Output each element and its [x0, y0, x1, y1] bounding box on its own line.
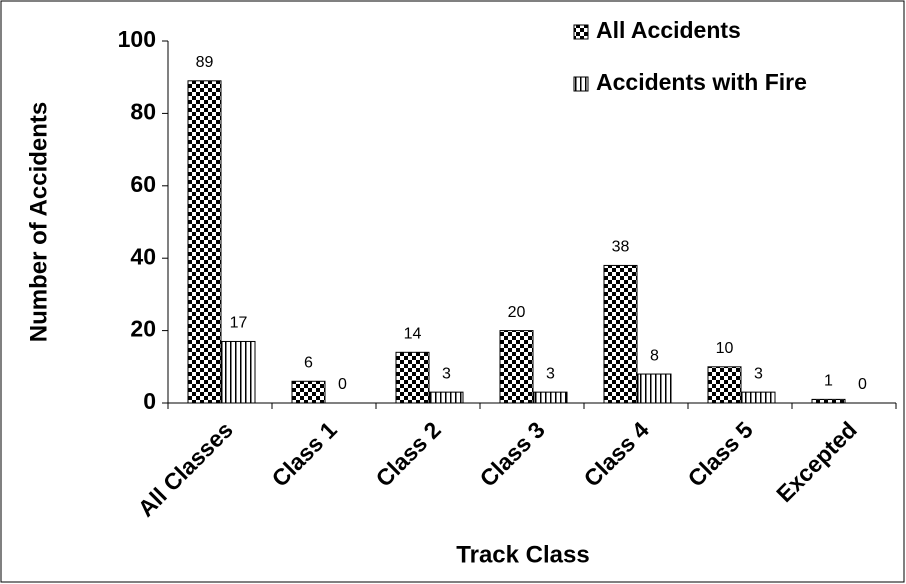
legend-label: Accidents with Fire — [596, 69, 807, 95]
value-label: 38 — [612, 239, 630, 256]
y-tick-label: 100 — [118, 26, 156, 52]
legend-label: All Accidents — [596, 17, 741, 43]
bar — [533, 391, 568, 404]
bar — [603, 264, 638, 404]
bar — [637, 373, 672, 404]
x-tick-label: Class 3 — [474, 416, 549, 491]
legend-swatch — [573, 76, 589, 92]
value-label: 20 — [508, 304, 526, 321]
value-label: 17 — [230, 315, 248, 332]
bar — [499, 330, 534, 404]
y-tick-label: 40 — [130, 243, 156, 269]
bar — [187, 80, 222, 404]
x-tick-label: Class 1 — [266, 416, 341, 491]
value-label: 10 — [716, 340, 734, 357]
x-tick-label: Excepted — [771, 416, 862, 507]
bar — [741, 391, 776, 404]
x-axis-title: Track Class — [456, 541, 589, 568]
x-tick-label: Class 4 — [578, 416, 653, 491]
x-tick-label: Class 5 — [682, 416, 757, 491]
bar — [811, 398, 846, 404]
value-label: 1 — [824, 373, 833, 390]
value-label: 0 — [338, 376, 347, 393]
y-axis-title: Number of Accidents — [25, 102, 52, 342]
value-label: 8 — [650, 347, 659, 364]
value-label: 3 — [754, 365, 763, 382]
value-label: 0 — [858, 376, 867, 393]
y-tick-label: 60 — [130, 171, 156, 197]
value-label: 3 — [442, 365, 451, 382]
x-tick-label: All Classes — [133, 416, 238, 521]
y-tick-label: 20 — [130, 316, 156, 342]
bar — [221, 340, 256, 404]
x-tick-label: Class 2 — [370, 416, 445, 491]
bar — [291, 380, 326, 404]
value-label: 89 — [196, 54, 214, 71]
y-tick-label: 0 — [143, 388, 156, 414]
value-label: 14 — [404, 326, 422, 343]
value-label: 6 — [304, 354, 313, 371]
bar — [395, 351, 430, 404]
bar — [707, 366, 742, 404]
y-tick-label: 80 — [130, 98, 156, 124]
value-label: 3 — [546, 365, 555, 382]
legend-swatch — [573, 24, 589, 40]
bar — [429, 391, 464, 404]
